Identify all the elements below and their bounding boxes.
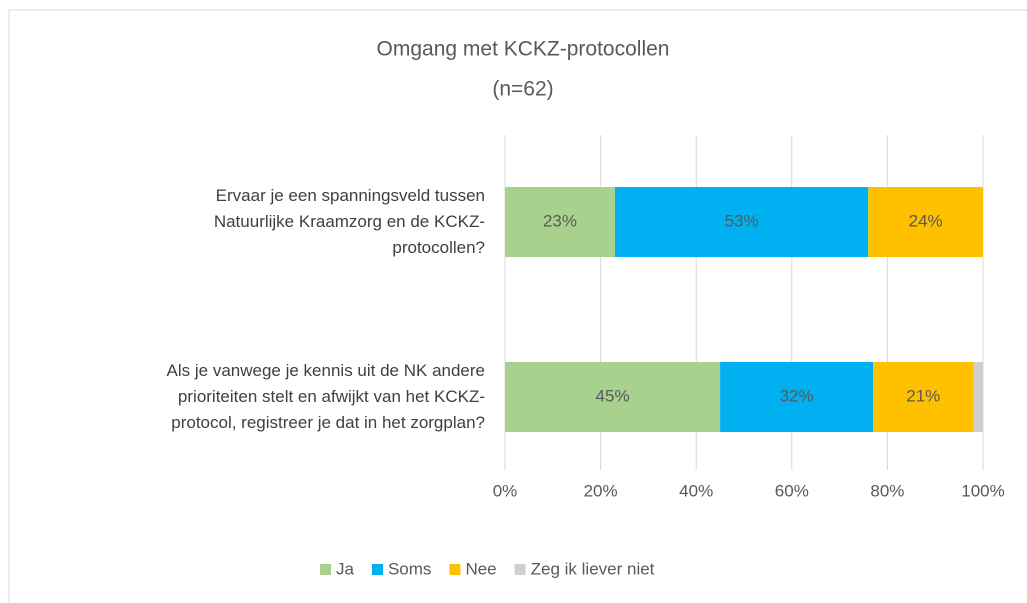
- legend-label: Ja: [336, 559, 355, 578]
- data-label: 23%: [543, 211, 577, 230]
- bar-segment: [505, 362, 721, 432]
- data-label: 32%: [780, 386, 814, 405]
- bar-segment: [720, 362, 874, 432]
- legend-label: Soms: [388, 559, 431, 578]
- chart-subtitle: (n=62): [492, 78, 553, 101]
- data-label: 21%: [906, 386, 940, 405]
- bar-segment: [973, 362, 983, 432]
- x-tick-label: 40%: [679, 481, 713, 500]
- legend-swatch: [514, 564, 526, 575]
- chart-title: Omgang met KCKZ-protocollen: [377, 38, 670, 61]
- legend-label: Zeg ik liever niet: [531, 559, 655, 578]
- x-tick-label: 20%: [584, 481, 618, 500]
- legend-swatch: [320, 564, 331, 575]
- bar-segment: [505, 187, 615, 257]
- legend-swatch: [449, 564, 461, 575]
- x-tick-label: 100%: [961, 481, 1004, 500]
- bar-segment: [868, 187, 983, 257]
- legend-label: Nee: [465, 559, 496, 578]
- data-label: 53%: [725, 211, 759, 230]
- data-label: 24%: [909, 211, 943, 230]
- data-label: 45%: [596, 386, 630, 405]
- bar-segment: [873, 362, 974, 432]
- x-tick-label: 0%: [493, 481, 518, 500]
- legend-swatch: [371, 564, 383, 575]
- bar-segment: [614, 187, 869, 257]
- y-tick-label: Ervaar je een spanningsveld tussen Natuu…: [213, 186, 485, 257]
- x-tick-label: 60%: [775, 481, 809, 500]
- x-tick-label: 80%: [870, 481, 904, 500]
- chart-border: [8, 9, 1027, 603]
- y-tick-label: Als je vanwege je kennis uit de NK ander…: [166, 361, 485, 432]
